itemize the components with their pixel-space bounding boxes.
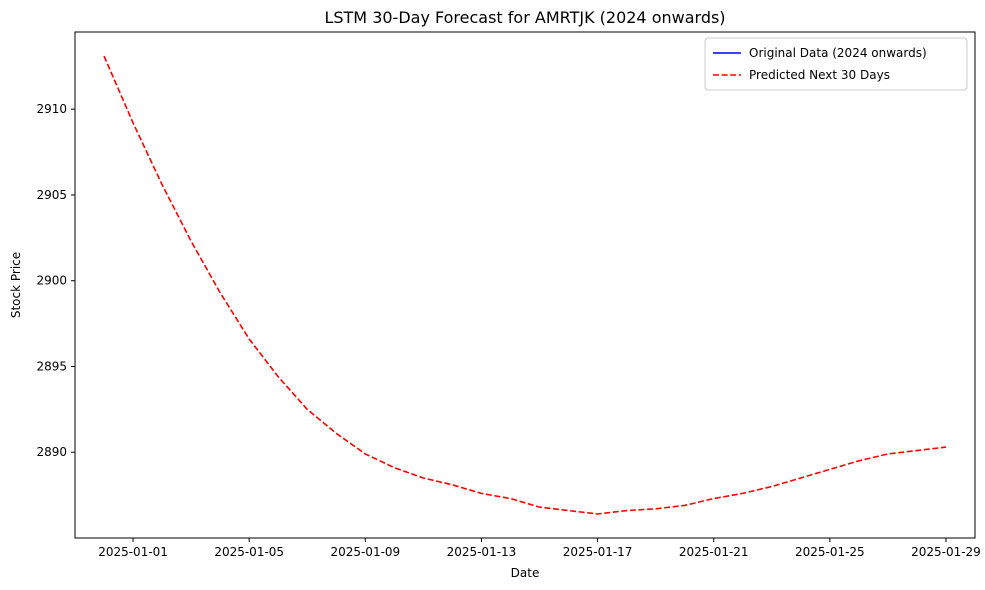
x-tick-label: 2025-01-01	[98, 545, 168, 559]
legend-box	[704, 37, 968, 91]
x-tick-label: 2025-01-17	[563, 545, 633, 559]
y-tick-label: 2900	[36, 274, 67, 288]
legend: Original Data (2024 onwards) Predicted Ne…	[704, 37, 968, 91]
chart-title: LSTM 30-Day Forecast for AMRTJK (2024 on…	[324, 8, 725, 27]
y-tick-label: 2890	[36, 445, 67, 459]
series-line-1	[103, 55, 947, 515]
legend-entry-label: Predicted Next 30 Days	[749, 68, 890, 82]
x-axis: 2025-01-01 2025-01-05 2025-01-09 2025-01-13…	[98, 538, 981, 559]
y-axis-label: Stock Price	[9, 252, 23, 318]
series-layer	[103, 55, 947, 515]
y-tick-label: 2910	[36, 102, 67, 116]
x-tick-label: 2025-01-13	[447, 545, 517, 559]
x-tick-label: 2025-01-21	[679, 545, 749, 559]
x-tick-label: 2025-01-09	[330, 545, 400, 559]
y-tick-label: 2905	[36, 188, 67, 202]
y-axis: 2890 2895 2900 2905 2910	[36, 102, 75, 459]
x-tick-label: 2025-01-05	[214, 545, 284, 559]
legend-entry-label: Original Data (2024 onwards)	[749, 46, 927, 60]
plot-area-frame	[74, 31, 976, 539]
x-axis-label: Date	[511, 566, 540, 580]
y-tick-label: 2895	[36, 359, 67, 373]
x-tick-label: 2025-01-25	[795, 545, 865, 559]
x-tick-label: 2025-01-29	[911, 545, 981, 559]
